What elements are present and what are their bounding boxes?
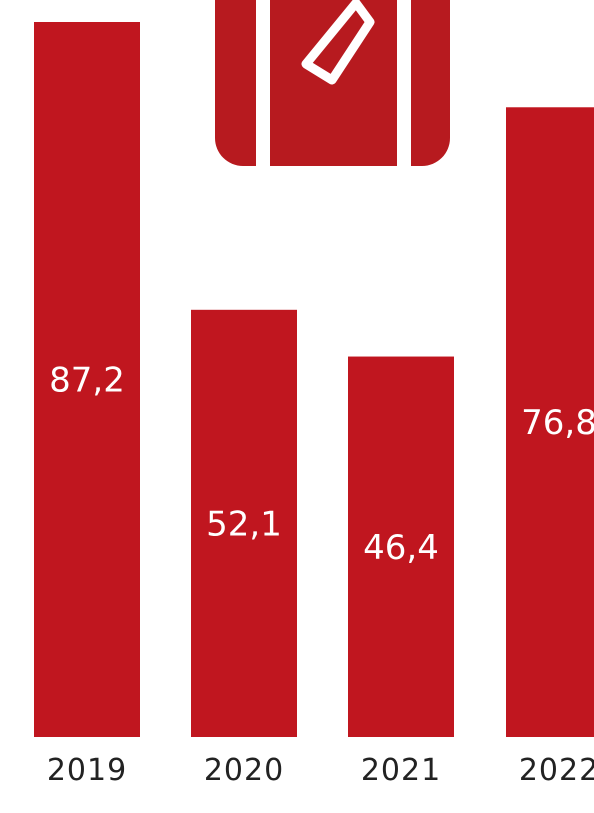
bars-group <box>34 22 594 738</box>
labels-group: 87,2 2019 52,1 2020 46,4 2021 76,8 2022 <box>47 361 594 789</box>
bar-2019 <box>34 22 140 737</box>
bar-2020 <box>191 309 297 737</box>
bar-2022 <box>506 107 594 738</box>
suitcase-tag-icon <box>215 0 450 166</box>
tick-label-2019: 2019 <box>47 753 127 788</box>
value-label-2020: 52,1 <box>206 504 282 544</box>
value-label-2022: 76,8 <box>521 403 594 443</box>
tick-label-2021: 2021 <box>361 753 441 788</box>
tick-label-2020: 2020 <box>204 753 284 788</box>
tick-label-2022: 2022 <box>519 753 594 788</box>
value-label-2019: 87,2 <box>49 361 125 401</box>
value-label-2021: 46,4 <box>363 528 439 568</box>
bar-2021 <box>348 356 454 737</box>
